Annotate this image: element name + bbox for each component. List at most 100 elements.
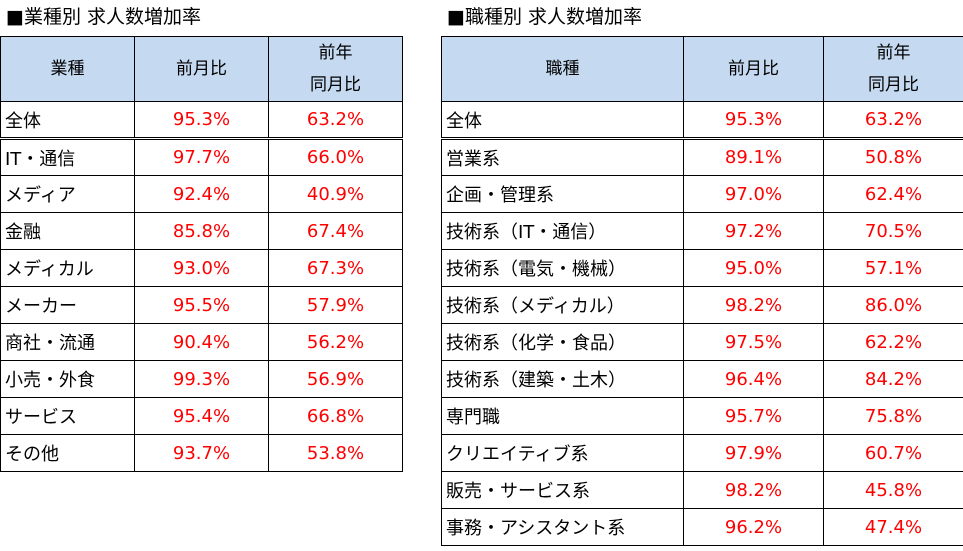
row-name: 技術系（IT・通信） bbox=[441, 212, 684, 250]
row-mom: 97.7% bbox=[134, 138, 269, 176]
row-yoy: 50.8% bbox=[823, 138, 963, 176]
row-mom: 95.7% bbox=[683, 397, 824, 435]
row-mom: 93.0% bbox=[134, 249, 269, 287]
row-mom: 98.2% bbox=[683, 286, 824, 324]
row-mom: 95.4% bbox=[134, 397, 269, 435]
row-mom: 98.2% bbox=[683, 471, 824, 509]
row-yoy: 63.2% bbox=[268, 101, 403, 140]
header-yoy-line2: 同月比 bbox=[868, 75, 919, 95]
row-name: 全体 bbox=[441, 101, 684, 140]
table-row: 小売・外食 99.3% 56.9% bbox=[0, 360, 403, 398]
row-yoy: 56.2% bbox=[268, 323, 403, 361]
row-name: 金融 bbox=[0, 212, 135, 250]
table-row: IT・通信 97.7% 66.0% bbox=[0, 138, 403, 176]
row-name: 技術系（建築・土木） bbox=[441, 360, 684, 398]
table-row: メーカー 95.5% 57.9% bbox=[0, 286, 403, 324]
row-yoy: 86.0% bbox=[823, 286, 963, 324]
header-yoy-line2: 同月比 bbox=[310, 75, 361, 95]
table-header-row: 業種 前月比 前年 同月比 bbox=[0, 36, 403, 102]
row-mom: 96.2% bbox=[683, 508, 824, 546]
occupation-growth-table: 職種 前月比 前年 同月比 全体 95.3% 63.2% 営業系 89.1% 50.… bbox=[441, 36, 963, 546]
row-mom: 93.7% bbox=[134, 434, 269, 472]
table-row: 販売・サービス系 98.2% 45.8% bbox=[441, 471, 963, 509]
row-yoy: 67.4% bbox=[268, 212, 403, 250]
header-mom: 前月比 bbox=[683, 36, 824, 102]
row-name: サービス bbox=[0, 397, 135, 435]
row-mom: 97.0% bbox=[683, 175, 824, 213]
table-row: 技術系（化学・食品） 97.5% 62.2% bbox=[441, 323, 963, 361]
total-row: 全体 95.3% 63.2% bbox=[441, 101, 963, 140]
row-yoy: 56.9% bbox=[268, 360, 403, 398]
industry-table-title: ■業種別 求人数増加率 bbox=[6, 6, 201, 28]
row-name: 専門職 bbox=[441, 397, 684, 435]
row-mom: 89.1% bbox=[683, 138, 824, 176]
header-yoy-line1: 前年 bbox=[318, 43, 353, 63]
row-name: 事務・アシスタント系 bbox=[441, 508, 684, 546]
row-yoy: 57.1% bbox=[823, 249, 963, 287]
row-mom: 97.9% bbox=[683, 434, 824, 472]
row-name: 営業系 bbox=[441, 138, 684, 176]
row-mom: 97.5% bbox=[683, 323, 824, 361]
row-mom: 95.3% bbox=[683, 101, 824, 140]
table-header-row: 職種 前月比 前年 同月比 bbox=[441, 36, 963, 102]
row-mom: 99.3% bbox=[134, 360, 269, 398]
header-yoy: 前年 同月比 bbox=[823, 36, 963, 102]
header-yoy: 前年 同月比 bbox=[268, 36, 403, 102]
row-yoy: 63.2% bbox=[823, 101, 963, 140]
row-mom: 95.5% bbox=[134, 286, 269, 324]
table-row: メディア 92.4% 40.9% bbox=[0, 175, 403, 213]
row-yoy: 57.9% bbox=[268, 286, 403, 324]
row-yoy: 67.3% bbox=[268, 249, 403, 287]
row-name: 全体 bbox=[0, 101, 135, 140]
row-name: 技術系（電気・機械） bbox=[441, 249, 684, 287]
table-row: 事務・アシスタント系 96.2% 47.4% bbox=[441, 508, 963, 546]
row-yoy: 84.2% bbox=[823, 360, 963, 398]
table-row: 金融 85.8% 67.4% bbox=[0, 212, 403, 250]
row-yoy: 60.7% bbox=[823, 434, 963, 472]
row-yoy: 47.4% bbox=[823, 508, 963, 546]
header-category: 職種 bbox=[441, 36, 684, 102]
row-yoy: 40.9% bbox=[268, 175, 403, 213]
row-name: メディカル bbox=[0, 249, 135, 287]
row-yoy: 70.5% bbox=[823, 212, 963, 250]
row-yoy: 66.0% bbox=[268, 138, 403, 176]
table-row: 技術系（電気・機械） 95.0% 57.1% bbox=[441, 249, 963, 287]
row-name: 技術系（化学・食品） bbox=[441, 323, 684, 361]
row-yoy: 62.4% bbox=[823, 175, 963, 213]
header-category: 業種 bbox=[0, 36, 135, 102]
row-name: 企画・管理系 bbox=[441, 175, 684, 213]
row-yoy: 45.8% bbox=[823, 471, 963, 509]
row-name: その他 bbox=[0, 434, 135, 472]
header-mom: 前月比 bbox=[134, 36, 269, 102]
row-name: 技術系（メディカル） bbox=[441, 286, 684, 324]
table-row: 商社・流通 90.4% 56.2% bbox=[0, 323, 403, 361]
row-yoy: 53.8% bbox=[268, 434, 403, 472]
row-yoy: 62.2% bbox=[823, 323, 963, 361]
header-yoy-line1: 前年 bbox=[876, 43, 911, 63]
row-mom: 96.4% bbox=[683, 360, 824, 398]
table-row: クリエイティブ系 97.9% 60.7% bbox=[441, 434, 963, 472]
row-mom: 95.3% bbox=[134, 101, 269, 140]
row-name: メディア bbox=[0, 175, 135, 213]
occupation-panel: ■職種別 求人数増加率 職種 前月比 前年 同月比 全体 95.3% 63.2%… bbox=[441, 0, 963, 546]
row-mom: 92.4% bbox=[134, 175, 269, 213]
table-row: サービス 95.4% 66.8% bbox=[0, 397, 403, 435]
industry-growth-table: 業種 前月比 前年 同月比 全体 95.3% 63.2% IT・通信 97.7% 6… bbox=[0, 36, 403, 472]
row-name: 小売・外食 bbox=[0, 360, 135, 398]
total-row: 全体 95.3% 63.2% bbox=[0, 101, 403, 140]
row-mom: 90.4% bbox=[134, 323, 269, 361]
table-row: 技術系（建築・土木） 96.4% 84.2% bbox=[441, 360, 963, 398]
table-row: 技術系（メディカル） 98.2% 86.0% bbox=[441, 286, 963, 324]
row-name: IT・通信 bbox=[0, 138, 135, 176]
row-name: メーカー bbox=[0, 286, 135, 324]
table-row: 営業系 89.1% 50.8% bbox=[441, 138, 963, 176]
row-name: 商社・流通 bbox=[0, 323, 135, 361]
row-name: クリエイティブ系 bbox=[441, 434, 684, 472]
table-row: メディカル 93.0% 67.3% bbox=[0, 249, 403, 287]
row-yoy: 66.8% bbox=[268, 397, 403, 435]
row-mom: 97.2% bbox=[683, 212, 824, 250]
row-mom: 85.8% bbox=[134, 212, 269, 250]
industry-panel: ■業種別 求人数増加率 業種 前月比 前年 同月比 全体 95.3% 63.2%… bbox=[0, 0, 403, 472]
row-yoy: 75.8% bbox=[823, 397, 963, 435]
row-name: 販売・サービス系 bbox=[441, 471, 684, 509]
